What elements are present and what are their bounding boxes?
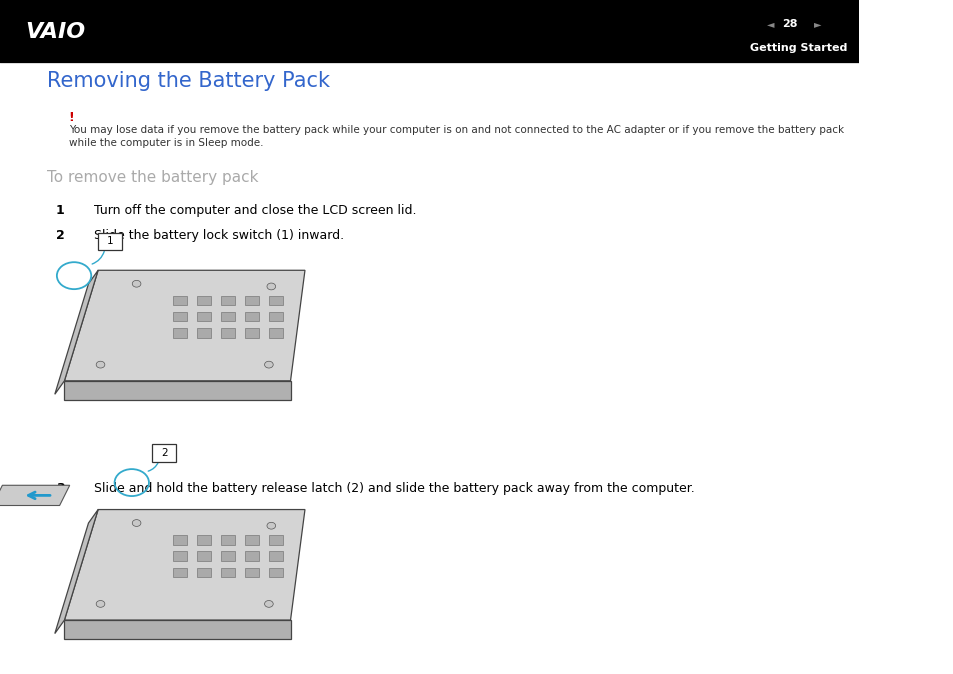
Polygon shape: [65, 620, 291, 639]
Polygon shape: [245, 568, 259, 577]
Polygon shape: [172, 568, 187, 577]
Text: 2: 2: [56, 229, 65, 242]
Polygon shape: [220, 328, 235, 338]
Text: VAIO: VAIO: [26, 22, 86, 42]
Text: 2: 2: [161, 448, 168, 458]
Text: Turn off the computer and close the LCD screen lid.: Turn off the computer and close the LCD …: [94, 204, 416, 216]
Polygon shape: [196, 551, 211, 561]
Polygon shape: [196, 568, 211, 577]
Text: ◄: ◄: [766, 19, 774, 29]
Text: 1: 1: [107, 237, 113, 246]
Text: 28: 28: [781, 19, 798, 29]
Polygon shape: [172, 312, 187, 321]
FancyBboxPatch shape: [152, 444, 176, 462]
Polygon shape: [245, 312, 259, 321]
Polygon shape: [220, 535, 235, 545]
Polygon shape: [269, 328, 283, 338]
Polygon shape: [172, 328, 187, 338]
Circle shape: [132, 280, 141, 287]
Circle shape: [96, 361, 105, 368]
Polygon shape: [269, 535, 283, 545]
Text: Getting Started: Getting Started: [749, 42, 847, 53]
Text: ►: ►: [813, 19, 821, 29]
Circle shape: [267, 522, 275, 529]
Polygon shape: [245, 535, 259, 545]
Polygon shape: [269, 568, 283, 577]
Circle shape: [264, 361, 273, 368]
Polygon shape: [220, 568, 235, 577]
Polygon shape: [0, 485, 70, 506]
Polygon shape: [220, 312, 235, 321]
Polygon shape: [245, 328, 259, 338]
Polygon shape: [220, 551, 235, 561]
Polygon shape: [65, 381, 291, 400]
Polygon shape: [196, 312, 211, 321]
Polygon shape: [65, 270, 305, 381]
Circle shape: [264, 601, 273, 607]
Polygon shape: [172, 535, 187, 545]
Polygon shape: [54, 270, 98, 394]
Polygon shape: [220, 296, 235, 305]
Text: To remove the battery pack: To remove the battery pack: [48, 170, 258, 185]
Polygon shape: [269, 312, 283, 321]
Text: !: !: [69, 111, 74, 124]
Circle shape: [267, 283, 275, 290]
Polygon shape: [269, 551, 283, 561]
Circle shape: [132, 520, 141, 526]
Text: Slide the battery lock switch (1) inward.: Slide the battery lock switch (1) inward…: [94, 229, 344, 242]
FancyBboxPatch shape: [98, 233, 122, 250]
Polygon shape: [269, 296, 283, 305]
Polygon shape: [196, 535, 211, 545]
Polygon shape: [245, 551, 259, 561]
Polygon shape: [245, 296, 259, 305]
Polygon shape: [172, 296, 187, 305]
Text: Slide and hold the battery release latch (2) and slide the battery pack away fro: Slide and hold the battery release latch…: [94, 482, 695, 495]
Polygon shape: [54, 510, 98, 634]
FancyBboxPatch shape: [0, 0, 859, 63]
Polygon shape: [196, 328, 211, 338]
Text: You may lose data if you remove the battery pack while your computer is on and n: You may lose data if you remove the batt…: [69, 125, 843, 148]
Polygon shape: [196, 296, 211, 305]
Text: 1: 1: [56, 204, 65, 216]
Polygon shape: [65, 510, 305, 620]
Polygon shape: [172, 551, 187, 561]
Text: 3: 3: [56, 482, 65, 495]
Circle shape: [96, 601, 105, 607]
Text: Removing the Battery Pack: Removing the Battery Pack: [48, 71, 330, 91]
